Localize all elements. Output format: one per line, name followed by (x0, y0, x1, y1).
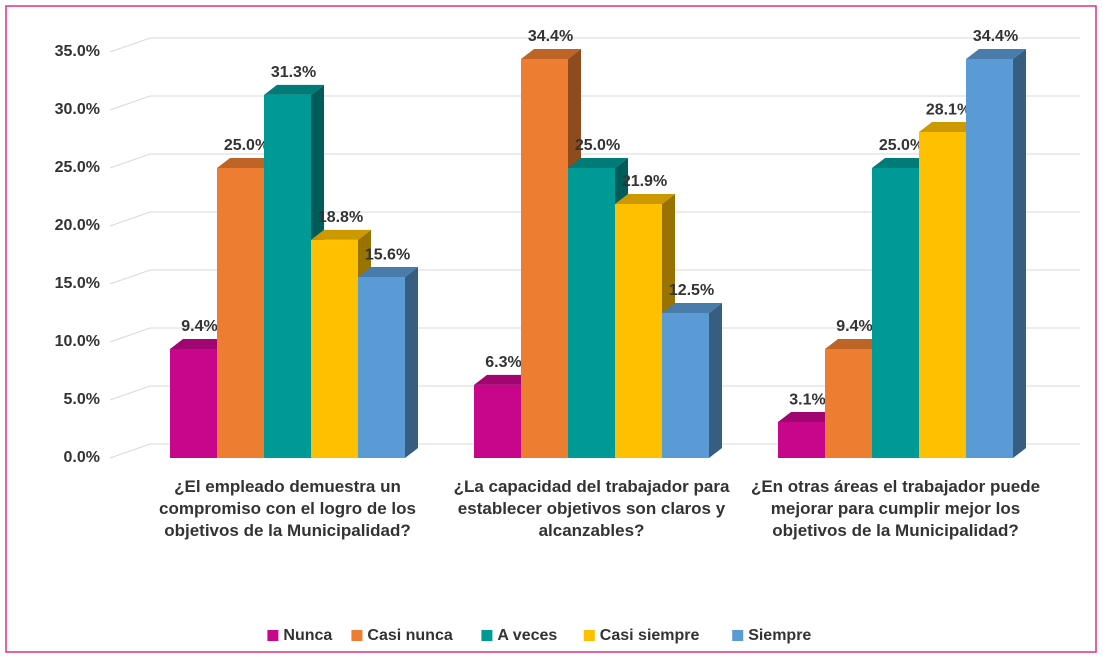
bar-side (1013, 48, 1026, 459)
data-label: 18.8% (318, 209, 363, 226)
bar-front (872, 168, 919, 458)
bar-front (170, 348, 217, 458)
legend-label: Nunca (283, 627, 332, 644)
y-tick-label: 35.0% (55, 43, 100, 60)
data-label: 12.5% (669, 282, 714, 299)
bar-front (217, 168, 264, 458)
bar-top (919, 122, 979, 133)
bar-top (872, 158, 932, 168)
data-label: 34.4% (973, 28, 1018, 45)
bar-side (709, 303, 722, 458)
bar-top (966, 48, 1026, 59)
bar-front (311, 239, 358, 458)
grid-line (109, 385, 1080, 401)
bar-top (568, 158, 628, 168)
bar-front (662, 313, 709, 458)
bar-front (474, 384, 521, 458)
legend-label: Siempre (748, 627, 811, 644)
data-label: 31.3% (271, 64, 316, 81)
data-label: 15.6% (365, 246, 410, 263)
data-label: 9.4% (836, 318, 872, 335)
data-label: 34.4% (528, 28, 573, 45)
grid-line (109, 153, 1080, 169)
frame (5, 5, 1097, 653)
bar-front (568, 168, 615, 458)
data-label: 28.1% (926, 101, 971, 118)
grid-line (109, 37, 1080, 53)
bar-front (521, 58, 568, 459)
grid-line (109, 269, 1080, 285)
legend-swatch (351, 630, 363, 641)
bar-front (825, 348, 872, 458)
y-tick-label: 5.0% (64, 391, 100, 408)
bar-top (264, 84, 324, 95)
bar-top (521, 48, 581, 59)
bar-top (778, 412, 838, 423)
bar-front (358, 277, 405, 458)
y-tick-label: 30.0% (55, 101, 100, 118)
bar-front (615, 203, 662, 458)
bar-top (615, 193, 675, 204)
bar-top (662, 303, 722, 313)
bar-side (405, 267, 418, 458)
data-label: 21.9% (622, 173, 667, 190)
legend-swatch (732, 630, 744, 641)
bar-front (264, 94, 311, 459)
x-tick-label: ¿El empleado demuestra un compromiso con… (159, 477, 416, 540)
data-label: 25.0% (879, 137, 924, 154)
legend-swatch (267, 630, 279, 641)
bar-front (778, 422, 825, 458)
y-tick-label: 10.0% (55, 333, 100, 350)
bar (662, 303, 722, 458)
bar-front (919, 132, 966, 459)
x-tick-label: ¿En otras áreas el trabajador puede mejo… (750, 477, 1041, 540)
bar (358, 267, 418, 458)
legend-label: Casi siempre (600, 627, 700, 644)
bar-top (825, 338, 885, 349)
data-label: 25.0% (224, 137, 269, 154)
bar-top (358, 267, 418, 278)
y-tick-label: 0.0% (64, 449, 100, 466)
y-tick-label: 20.0% (55, 217, 100, 234)
grid-line (109, 327, 1080, 343)
bar-top (170, 338, 230, 349)
data-label: 25.0% (575, 137, 620, 154)
bar-top (217, 158, 277, 168)
grid-line (109, 95, 1080, 111)
bar-top (474, 374, 534, 385)
legend-swatch (481, 630, 493, 641)
legend-swatch (583, 630, 595, 641)
y-tick-label: 15.0% (55, 275, 100, 292)
grid-line (109, 211, 1080, 227)
legend-label: A veces (497, 627, 557, 644)
bar (966, 48, 1026, 459)
legend-label: Casi nunca (367, 627, 452, 644)
data-label: 9.4% (181, 318, 217, 335)
data-label: 6.3% (485, 354, 521, 371)
bar-front (966, 58, 1013, 459)
x-tick-label: ¿La capacidad del trabajador para establ… (453, 477, 730, 540)
bar-top (311, 229, 371, 240)
grid-line (109, 443, 1080, 459)
y-tick-label: 25.0% (55, 159, 100, 176)
data-label: 3.1% (789, 391, 825, 408)
